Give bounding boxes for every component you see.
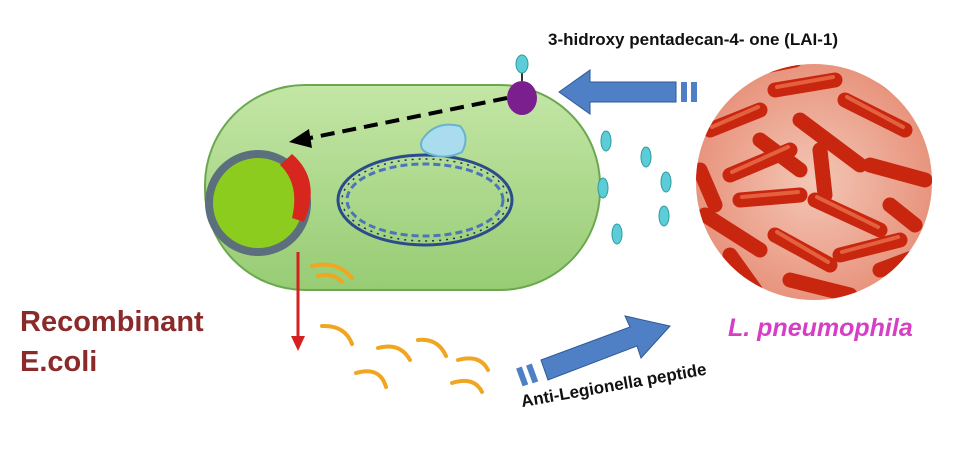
- induction-arrow: [289, 96, 508, 148]
- secretion-arrow: [291, 252, 305, 351]
- bacteria-cluster-icon: [696, 64, 932, 300]
- plasmid-icon: [205, 150, 311, 256]
- dna-icon: [336, 153, 514, 247]
- host-label-line1: Recombinant: [20, 306, 204, 338]
- signal-molecule-label: 3-hidroxy pentadecan-4- one (LAI-1): [548, 30, 838, 49]
- host-label-line2: E.coli: [20, 346, 98, 378]
- receptor-icon: [507, 54, 537, 115]
- peptide-arcs: [310, 262, 490, 394]
- peptide-arrow: [516, 315, 671, 387]
- signal-arrow: [558, 69, 697, 115]
- signal-droplets: [597, 130, 672, 245]
- polymerase-icon: [420, 123, 467, 158]
- pathogen-label: L. pneumophila: [728, 314, 913, 342]
